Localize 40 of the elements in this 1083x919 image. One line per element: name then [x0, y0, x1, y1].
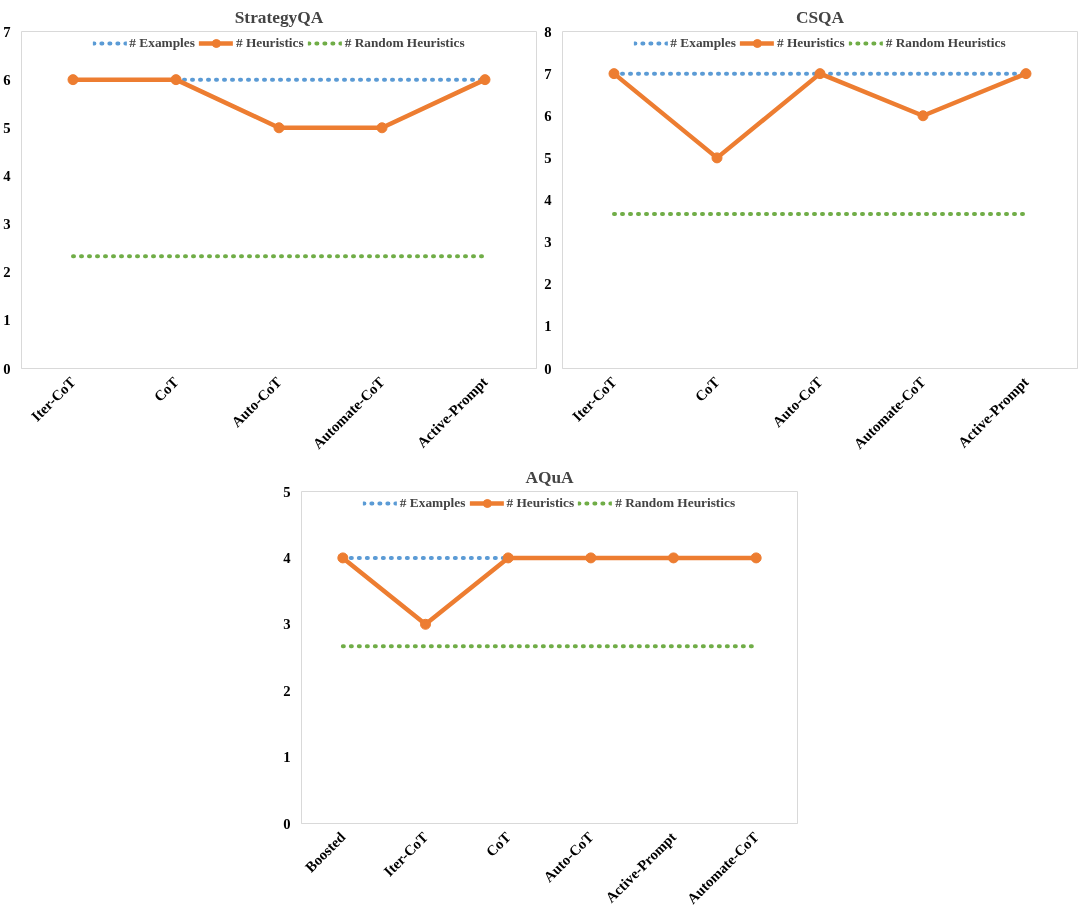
- point: [1020, 68, 1032, 80]
- point: [608, 68, 620, 80]
- y-tick-label: 0: [3, 360, 11, 377]
- y-tick-label: 0: [544, 360, 552, 377]
- point: [917, 110, 929, 122]
- legend-label: # Heuristics: [506, 495, 575, 511]
- legend-label: # Examples: [129, 35, 195, 51]
- legend-label: # Random Heuristics: [344, 35, 465, 51]
- y-tick-label: 2: [283, 682, 291, 699]
- y-tick-label: 4: [3, 167, 12, 184]
- chart-title: CSQA: [795, 7, 845, 27]
- y-tick-label: 8: [544, 23, 552, 40]
- legend-label: # Random Heuristics: [885, 35, 1006, 51]
- y-tick-label: 3: [283, 616, 291, 633]
- y-tick-label: 1: [3, 312, 11, 329]
- y-tick-label: 2: [3, 264, 11, 281]
- y-tick-label: 5: [544, 149, 552, 166]
- legend-label: # Heuristics: [776, 35, 845, 51]
- chart-title: StrategyQA: [234, 7, 324, 27]
- y-tick-label: 0: [283, 815, 291, 832]
- legend-label: # Heuristics: [235, 35, 304, 51]
- y-tick-label: 5: [3, 119, 11, 136]
- y-tick-label: 3: [544, 234, 552, 251]
- y-tick-label: 3: [3, 216, 11, 233]
- legend-label: # Random Heuristics: [615, 495, 736, 511]
- y-tick-label: 6: [544, 107, 552, 124]
- y-tick-label: 7: [3, 23, 11, 40]
- legend-label: # Examples: [670, 35, 736, 51]
- y-tick-label: 7: [544, 65, 552, 82]
- legend-label: # Examples: [399, 495, 466, 511]
- chart-title: AQuA: [525, 467, 575, 487]
- y-tick-label: 4: [283, 549, 292, 566]
- y-tick-label: 6: [3, 71, 11, 88]
- point: [814, 68, 826, 80]
- y-tick-label: 4: [544, 192, 553, 208]
- y-tick-label: 5: [283, 483, 291, 500]
- y-tick-label: 2: [544, 276, 552, 293]
- y-tick-label: 1: [544, 318, 552, 335]
- point: [711, 152, 723, 164]
- y-tick-label: 1: [283, 749, 291, 766]
